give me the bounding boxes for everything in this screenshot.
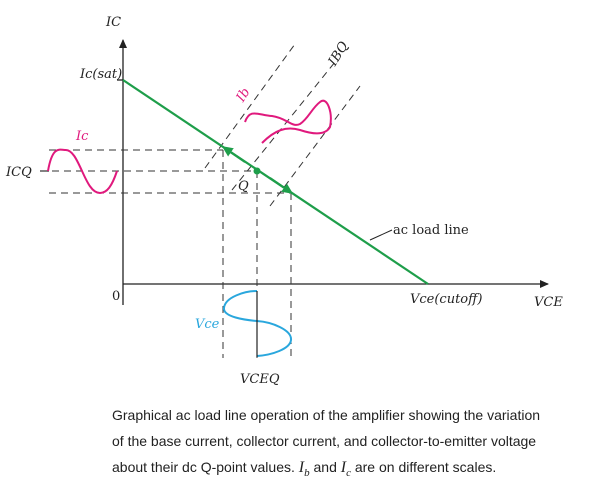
load-line-arrow-up [221,146,246,163]
caption-line-3-b: and [309,459,341,475]
ib-label: Ib [233,85,253,105]
vce-cutoff-label: Vce(cutoff) [410,292,482,307]
ic-sat-label: Ic(sat) [79,67,122,82]
caption-ic-symbol: Ic [340,459,351,480]
vce-label: Vce [195,317,220,332]
axis-y-label: IC [105,15,121,30]
caption-line-3: about their dc Q-point values. Ib and Ic… [112,454,602,486]
q-point [253,167,261,175]
dashed-ib-low [204,43,296,169]
caption-ic-letter: I [340,459,347,476]
caption-line-3-c: are on different scales. [350,459,497,475]
axis-x-label: VCE [534,295,563,310]
load-line-label: ac load line [393,223,469,238]
caption-ib-letter: I [298,459,305,476]
vceq-label: VCEQ [240,372,280,387]
caption-line-2: of the base current, collector current, … [112,433,537,449]
ic-label: Ic [75,129,89,144]
caption-line-3-a: about their dc Q-point values. [112,459,299,475]
caption-ib-sub: b [304,467,310,480]
load-line-label-leader [369,229,393,241]
ibq-label: IBQ [325,39,352,70]
icq-label: ICQ [5,165,32,180]
origin-label: 0 [112,289,120,304]
caption-ic-sub: c [346,467,351,480]
caption-line-1: Graphical ac load line operation of the … [112,407,541,423]
caption-ib-symbol: Ib [298,459,310,480]
load-line-arrow-down [269,177,294,194]
ib-waveform [244,99,332,144]
figure-caption: Graphical ac load line operation of the … [112,402,602,486]
q-label: Q [238,179,249,194]
ic-waveform [47,148,118,195]
dashed-ibq [231,61,336,191]
